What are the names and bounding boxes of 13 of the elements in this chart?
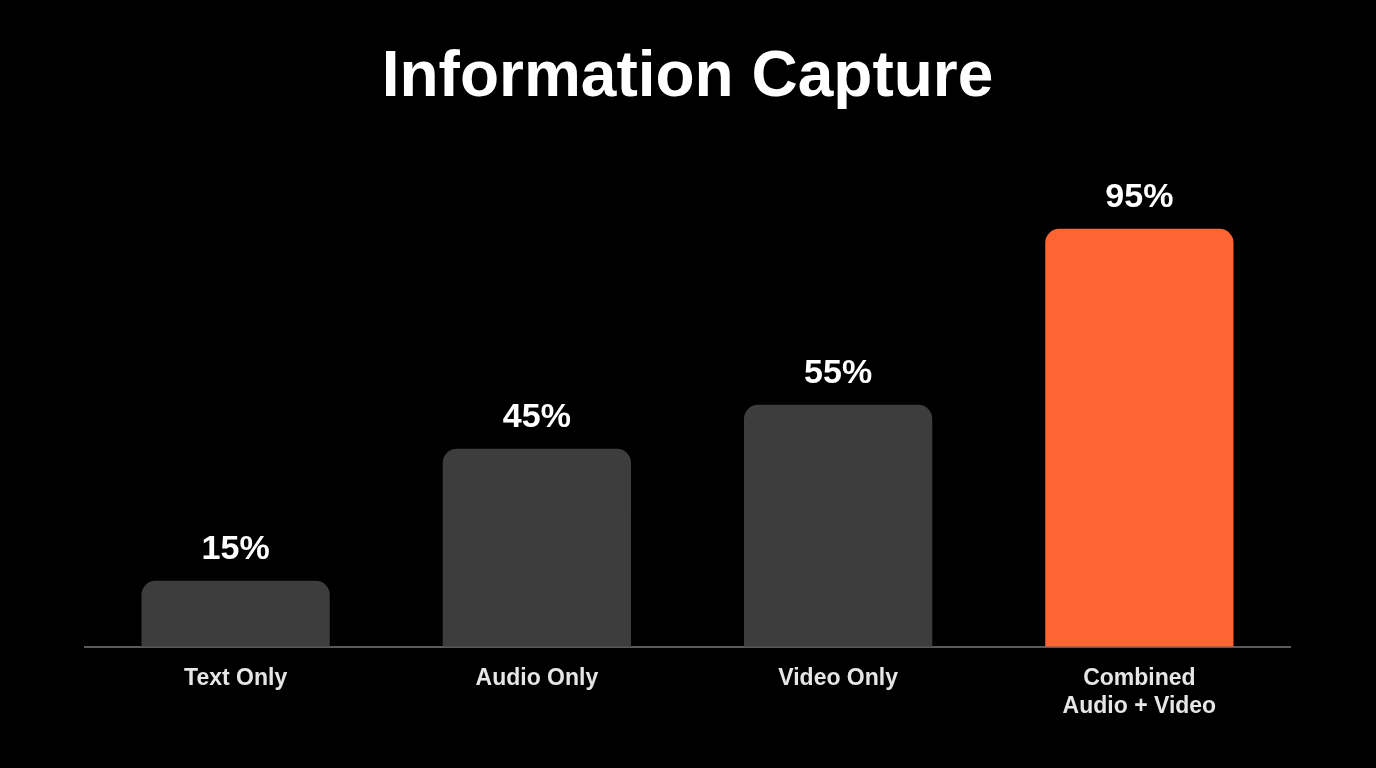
x-tick-label: Audio Only	[475, 663, 599, 690]
x-tick-label: Text Only	[184, 663, 288, 690]
data-label: 45%	[502, 396, 571, 435]
data-label: 15%	[201, 528, 270, 567]
bar	[743, 404, 933, 647]
bar	[442, 448, 632, 647]
x-tick-label: Combined Audio + Video	[1062, 663, 1217, 718]
bar	[141, 580, 330, 647]
x-tick-label: Video Only	[778, 663, 899, 690]
chart-title: Information Capture	[381, 38, 994, 111]
data-label: 55%	[804, 352, 873, 391]
data-label: 95%	[1105, 176, 1174, 215]
bar	[1045, 228, 1234, 647]
